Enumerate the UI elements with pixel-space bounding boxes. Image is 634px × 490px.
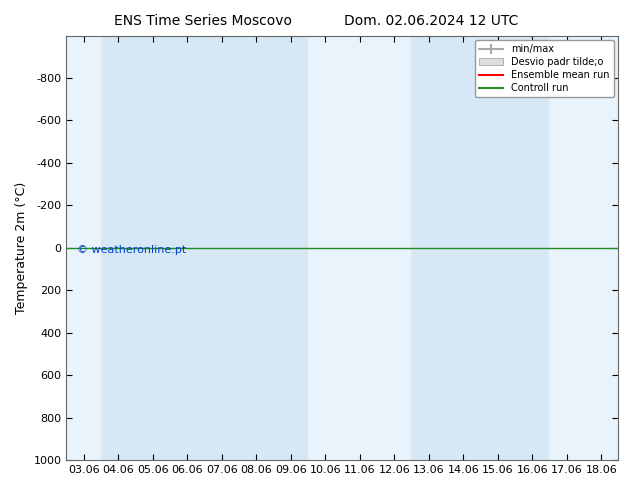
Text: © weatheronline.pt: © weatheronline.pt — [77, 245, 186, 255]
Bar — [550, 36, 584, 460]
Bar — [67, 36, 101, 460]
Text: ENS Time Series Moscovo: ENS Time Series Moscovo — [114, 14, 292, 28]
Bar — [342, 36, 377, 460]
Bar — [584, 36, 619, 460]
Bar — [619, 36, 634, 460]
Y-axis label: Temperature 2m (°C): Temperature 2m (°C) — [15, 182, 28, 314]
Text: Dom. 02.06.2024 12 UTC: Dom. 02.06.2024 12 UTC — [344, 14, 519, 28]
Legend: min/max, Desvio padr tilde;o, Ensemble mean run, Controll run: min/max, Desvio padr tilde;o, Ensemble m… — [476, 41, 614, 97]
Bar — [308, 36, 342, 460]
Bar — [377, 36, 411, 460]
